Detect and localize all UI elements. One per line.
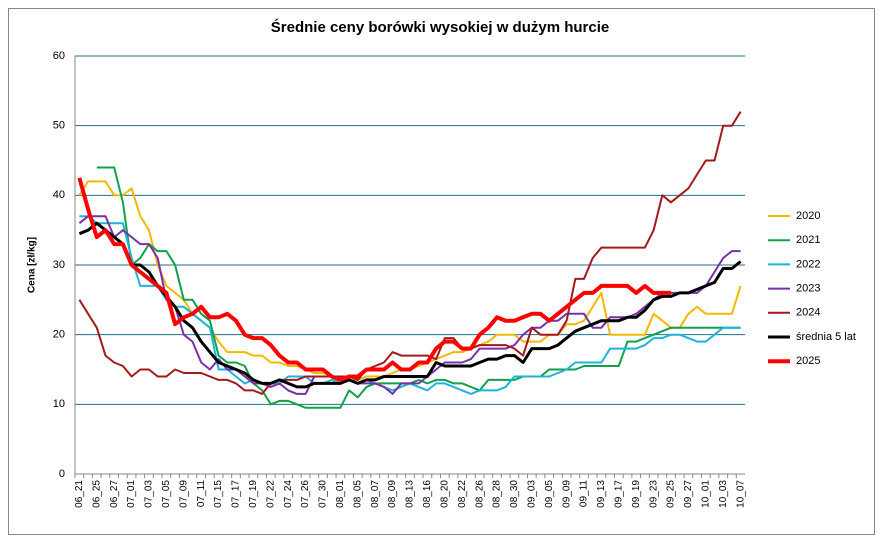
- x-tick-label: 07_22: [265, 480, 276, 508]
- x-tick-label: 08_13: [405, 480, 416, 508]
- legend-label: średnia 5 lat: [796, 331, 856, 343]
- x-tick-label: 07_11: [196, 480, 207, 508]
- x-tick-label: 07_15: [213, 480, 224, 508]
- x-tick-label: 09_03: [526, 480, 537, 508]
- x-tick-label: 07_26: [300, 480, 311, 508]
- x-tick-label: 08_30: [509, 480, 520, 508]
- x-tick-label: 09_11: [579, 480, 590, 508]
- series-line: [78, 111, 742, 395]
- x-tick-label: 07_17: [231, 480, 242, 508]
- chart-title: Średnie ceny borówki wysokiej w dużym hu…: [271, 18, 609, 36]
- x-tick-label: 08_22: [457, 480, 468, 508]
- y-tick-label: 60: [53, 50, 65, 62]
- x-tick-label: 09_05: [544, 480, 555, 508]
- x-tick-label: 08_07: [370, 480, 381, 508]
- legend-label: 2021: [796, 234, 820, 246]
- legend-label: 2022: [796, 258, 820, 270]
- x-tick-label: 07_05: [161, 480, 172, 508]
- y-tick-label: 20: [53, 329, 65, 341]
- x-tick-label: 09_25: [666, 480, 677, 508]
- x-tick-label: 08_26: [474, 480, 485, 508]
- x-tick-label: 07_01: [126, 480, 137, 508]
- x-tick-label: 09_23: [648, 480, 659, 508]
- y-tick-label: 0: [59, 468, 65, 480]
- x-tick-label: 09_13: [596, 480, 607, 508]
- x-tick-label: 10_03: [718, 480, 729, 508]
- series-line: [78, 221, 742, 389]
- series-line: [77, 177, 671, 382]
- chart-frame: [8, 8, 875, 535]
- legend-label: 2020: [796, 210, 820, 222]
- x-tick-label: 09_27: [683, 480, 694, 508]
- y-tick-label: 30: [53, 259, 65, 271]
- x-tick-label: 06_27: [109, 480, 120, 508]
- x-tick-label: 07_19: [248, 480, 259, 508]
- y-tick-label: 40: [53, 189, 65, 201]
- x-tick-label: 07_03: [144, 480, 155, 508]
- x-tick-label: 09_17: [613, 480, 624, 508]
- y-tick-label: 10: [53, 398, 65, 410]
- x-tick-label: 07_09: [178, 480, 189, 508]
- x-tick-label: 08_16: [422, 480, 433, 508]
- x-tick-label: 08_05: [352, 480, 363, 508]
- x-tick-label: 07_30: [318, 480, 329, 508]
- x-tick-label: 06_25: [91, 480, 102, 508]
- x-tick-label: 09_09: [561, 480, 572, 508]
- x-tick-label: 10_01: [700, 480, 711, 508]
- x-tick-label: 08_01: [335, 480, 346, 508]
- legend-label: 2024: [796, 307, 820, 319]
- y-axis-label: Cena [zł/kg]: [27, 237, 38, 293]
- legend-label: 2023: [796, 283, 820, 295]
- x-tick-label: 06_21: [74, 480, 85, 508]
- legend-label: 2025: [796, 355, 820, 367]
- x-tick-label: 07_24: [283, 480, 294, 508]
- series-line: [96, 166, 741, 409]
- x-tick-label: 08_20: [439, 480, 450, 508]
- x-tick-label: 08_09: [387, 480, 398, 508]
- y-tick-label: 50: [53, 120, 65, 132]
- x-tick-label: 09_19: [631, 480, 642, 508]
- x-tick-label: 10_07: [735, 480, 746, 508]
- x-tick-label: 08_28: [492, 480, 503, 508]
